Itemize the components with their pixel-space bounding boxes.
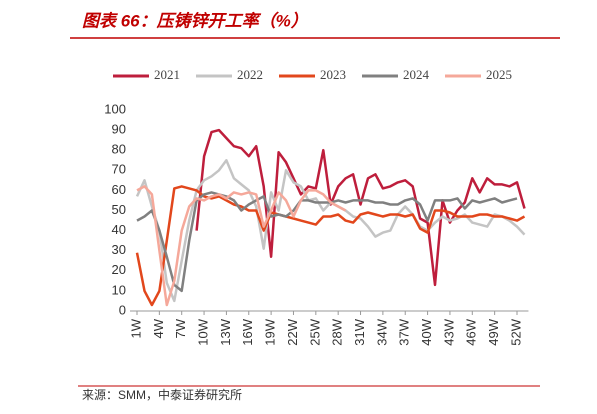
x-tick-label: 16W	[240, 318, 255, 345]
x-tick-label: 4W	[151, 318, 166, 338]
y-tick-label: 10	[112, 282, 126, 297]
x-tick-label: 46W	[464, 318, 479, 345]
x-tick-label: 22W	[285, 318, 300, 345]
x-tick-label: 49W	[486, 318, 501, 345]
series-line	[135, 185, 526, 307]
x-tick-label: 43W	[441, 318, 456, 345]
x-tick-label: 40W	[419, 318, 434, 345]
x-tick-label: 25W	[307, 318, 322, 345]
x-tick-label: 52W	[508, 318, 523, 345]
y-tick-label: 90	[112, 122, 126, 137]
y-tick-label: 80	[112, 142, 126, 157]
source: 来源：SMM，中泰证券研究所	[82, 387, 242, 402]
legend-label: 2025	[486, 67, 512, 82]
legend-label: 2022	[237, 67, 263, 82]
x-tick-label: 7W	[173, 318, 188, 338]
x-tick-label: 34W	[374, 318, 389, 345]
x-tick-label: 19W	[263, 318, 278, 345]
x-tick-label: 31W	[352, 318, 367, 345]
series-line	[136, 191, 518, 293]
x-tick-label: 37W	[397, 318, 412, 345]
x-tick-label: 1W	[128, 318, 143, 338]
y-tick-label: 100	[104, 101, 126, 116]
legend-label: 2024	[403, 67, 430, 82]
x-tick-label: 28W	[330, 318, 345, 345]
legend-label: 2023	[320, 67, 346, 82]
y-tick-label: 0	[119, 302, 126, 317]
y-tick-label: 70	[112, 162, 126, 177]
chart-title: 图表 66：压铸锌开工率（%）	[82, 11, 308, 30]
x-tick-label: 13W	[218, 318, 233, 345]
x-tick-label: 10W	[195, 318, 210, 345]
y-tick-label: 30	[112, 242, 126, 257]
y-tick-label: 50	[112, 202, 126, 217]
series-line	[195, 128, 526, 287]
series-line	[135, 159, 526, 303]
y-tick-label: 20	[112, 262, 126, 277]
series-line	[136, 185, 347, 307]
y-tick-label: 60	[112, 182, 126, 197]
legend-label: 2021	[154, 67, 180, 82]
y-tick-label: 40	[112, 222, 126, 237]
